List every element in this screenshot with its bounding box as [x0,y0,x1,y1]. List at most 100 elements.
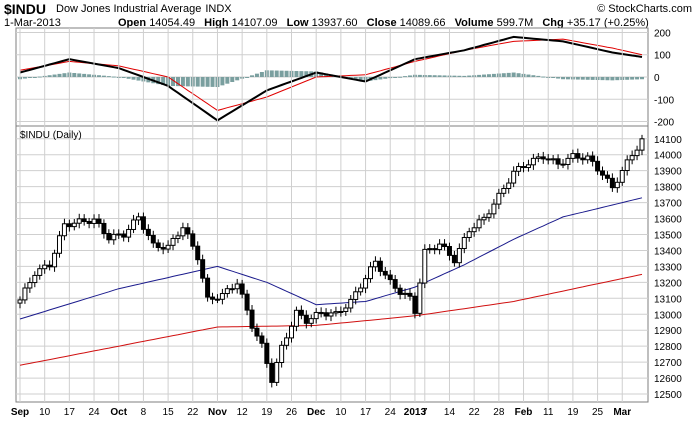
macd-histogram-bar [200,77,205,87]
x-tick-label: 17 [64,407,76,418]
macd-histogram-bar [526,74,531,77]
macd-histogram-bar [294,70,299,77]
x-tick-label: 22 [187,407,199,418]
macd-histogram-bar [358,77,363,81]
macd-y-tick-label: 200 [654,28,671,39]
candle-body [131,219,137,230]
candle-body [407,292,413,297]
macd-histogram-bar [551,77,556,78]
candle-body [111,233,117,241]
x-tick-label: Nov [208,407,227,418]
candle-body [81,218,87,223]
candle-body [298,309,304,316]
macd-histogram-bar [615,77,620,81]
macd-y-tick-label: 100 [654,51,671,62]
candle-body [363,278,369,289]
macd-histogram-bar [467,75,472,77]
macd-histogram-bar [506,72,511,77]
open-label: Open [118,17,147,29]
macd-histogram-bar [407,75,412,77]
candle-body [476,219,482,229]
low-label: Low [286,17,309,29]
macd-histogram-bar [383,77,388,79]
candle-body [269,362,275,383]
candle-body [303,314,309,324]
macd-histogram-bar [57,73,62,77]
macd-histogram-bar [600,77,605,81]
price-y-tick-label: 13800 [654,183,682,194]
x-tick-label: 25 [592,407,604,418]
candle-body [629,155,635,161]
macd-line [19,35,643,122]
candle-body [585,155,591,161]
candle-body [590,155,596,162]
candle-body [397,287,403,295]
x-tick-label: 10 [39,407,51,418]
candle-body [377,260,383,272]
candle-body [580,157,586,161]
macd-histogram-bar [254,73,259,77]
macd-histogram-bar [121,77,126,78]
macd-histogram-bar [210,77,215,87]
x-tick-label: 22 [469,407,481,418]
macd-y-tick-label: -100 [654,95,674,106]
symbol: $INDU [4,1,47,17]
candle-body [624,159,630,172]
candle-body [180,227,186,237]
candle-body [323,312,329,317]
candle-body [214,298,220,301]
x-tick-label: 11 [543,407,554,418]
macd-histogram-bar [452,75,457,77]
candle-body [175,235,181,239]
chg-value: +35.17 (+0.25%) [566,17,649,29]
macd-histogram-bar [580,77,585,80]
candle-body [451,254,457,264]
macd-histogram-bar [373,77,378,81]
price-y-tick-label: 13300 [654,262,682,273]
x-tick-label: 2013 [404,407,427,418]
macd-histogram-bar [106,76,111,78]
candle-body [150,234,156,244]
candle-body [456,248,462,264]
candle-body [348,298,354,309]
candle-body [195,245,201,261]
candle-body [609,177,615,189]
macd-histogram-bar [52,74,57,77]
macd-histogram-bar [126,77,131,79]
low-value: 13937.60 [311,17,358,29]
candle-body [446,246,452,256]
quote-date: 1-Mar-2013 [4,17,61,29]
candle-body [382,270,388,276]
candle-body [140,216,146,230]
candle-body [338,310,344,313]
x-tick-label: 24 [88,407,100,418]
x-tick-label: 10 [335,407,347,418]
candle-body [284,337,290,346]
candle-body [205,277,211,298]
volume-label: Volume [454,17,494,29]
brand-watermark: © StockCharts.com [597,3,692,15]
x-tick-label: Feb [515,407,533,418]
macd-histogram-bar [561,77,566,80]
price-y-tick-label: 12900 [654,326,682,337]
macd-histogram-bar [541,76,546,78]
candle-body [402,292,408,295]
candle-body [52,252,58,268]
candle-body [560,163,566,166]
macd-histogram-bar [437,75,442,77]
candle-body [259,335,265,344]
candle-body [387,274,393,281]
candle-body [106,233,112,241]
macd-histogram-bar [556,77,561,79]
price-panel-frame [15,125,649,403]
candle-body [565,157,571,165]
macd-histogram-bar [432,75,437,77]
moving-average-long [19,273,643,366]
macd-histogram-bar [62,73,67,77]
moving-average-short [19,197,643,320]
x-tick-label: 28 [493,407,505,418]
macd-histogram-bar [442,75,447,77]
macd-histogram-bar [299,71,304,77]
candle-body [244,293,250,311]
macd-histogram-bar [482,74,487,77]
